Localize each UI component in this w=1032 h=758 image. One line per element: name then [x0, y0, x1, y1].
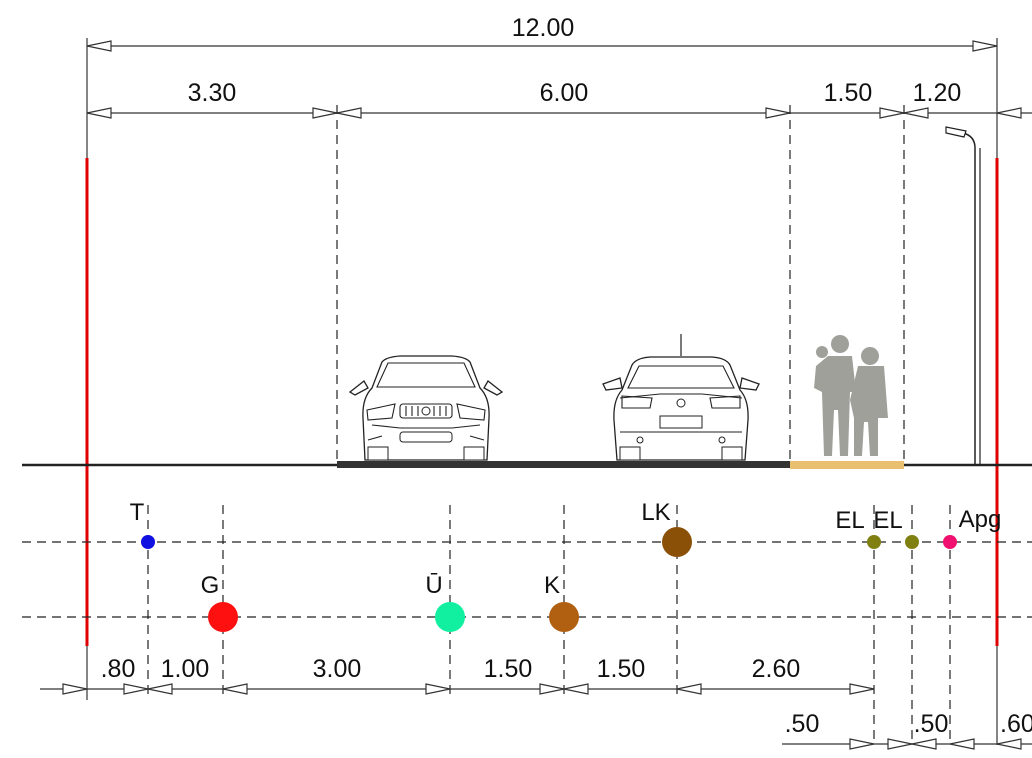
utility-label-k: K [544, 572, 560, 599]
car-rear-icon [602, 334, 760, 461]
utility-label-el-1: EL [835, 507, 864, 534]
dim-segment-2: 6.00 [540, 79, 589, 107]
bottom-dimensions-row2: .50 .50 .60 [782, 710, 1032, 750]
utility-dot-t [141, 535, 155, 549]
dim-bottom-5: 1.50 [597, 655, 646, 683]
dim-total: 12.00 [512, 14, 575, 42]
dim-bottom-8: .50 [914, 710, 949, 738]
roadway [337, 461, 790, 468]
dim-bottom-6: 2.60 [752, 655, 801, 683]
car-front-icon [348, 355, 504, 461]
utility-dot-lk [662, 527, 692, 557]
dim-bottom-1: .80 [101, 655, 136, 683]
dim-bottom-3: 3.00 [313, 655, 362, 683]
utility-label-lk: LK [641, 499, 670, 526]
bottom-dimensions-row1: .80 1.00 3.00 1.50 1.50 2.60 [40, 655, 875, 695]
utility-dot-el-2 [905, 535, 919, 549]
utility-dot-apg [943, 535, 957, 549]
utility-rows [22, 541, 1032, 618]
dim-bottom-4: 1.50 [484, 655, 533, 683]
dim-segment-4: 1.20 [913, 79, 962, 107]
sidewalk [790, 461, 904, 469]
utility-dot-u [435, 602, 465, 632]
utility-label-t: T [130, 499, 145, 526]
dim-bottom-7: .50 [785, 710, 820, 738]
vertical-guides [336, 105, 905, 465]
dim-bottom-9: .60 [1000, 710, 1032, 738]
dim-segment-1: 3.30 [188, 79, 237, 107]
utility-label-apg: Apg [959, 506, 1002, 533]
utility-dot-el-1 [867, 535, 881, 549]
utility-dot-g [208, 602, 238, 632]
utility-dot-k [549, 602, 579, 632]
utility-label-u: Ū [425, 572, 442, 599]
utility-label-g: G [201, 572, 220, 599]
utility-markers: T G Ū K LK EL EL Apg [130, 499, 1002, 632]
top-dimensions: 12.00 3.30 6.00 1.50 1.20 [86, 14, 1032, 160]
street-lamp-icon [945, 126, 981, 465]
dim-bottom-2: 1.00 [161, 655, 210, 683]
utility-label-el-2: EL [873, 507, 902, 534]
pedestrians-icon [814, 335, 888, 456]
dim-segment-3: 1.50 [824, 79, 873, 107]
